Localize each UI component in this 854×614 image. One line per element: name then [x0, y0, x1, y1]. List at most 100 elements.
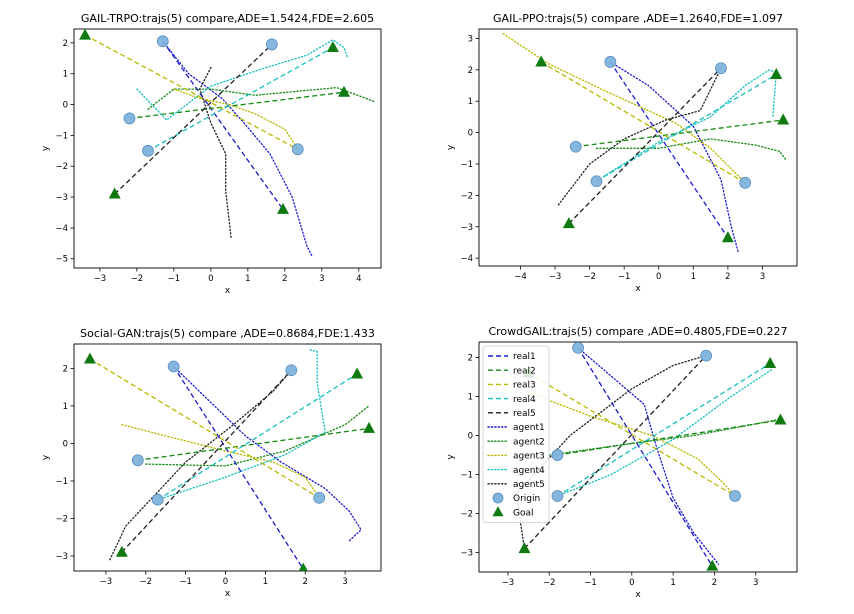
goal-marker	[338, 85, 351, 97]
x-tick-label: 3	[342, 577, 347, 587]
real3-line	[84, 34, 299, 150]
origin-marker	[572, 342, 585, 354]
legend-label: real4	[513, 395, 536, 405]
agent4-line	[556, 368, 773, 497]
origin-marker	[551, 449, 564, 461]
goal-marker	[298, 562, 308, 571]
real2-line	[557, 419, 781, 456]
legend-box	[482, 345, 550, 523]
real2-line	[575, 119, 784, 148]
origin-marker	[265, 38, 278, 51]
x-tick-label: −3	[100, 577, 113, 587]
y-tick-label: −1	[55, 477, 68, 487]
x-tick-label: 0	[223, 577, 228, 587]
origin-marker	[551, 490, 564, 502]
legend: real1 real2 real3 real4 real5 agent1 agent2 age…	[482, 345, 550, 523]
legend-label: real3	[513, 381, 536, 391]
x-tick-label: 3	[319, 274, 324, 284]
origin-marker	[167, 360, 180, 373]
x-axis-label: x	[635, 590, 641, 600]
agent1-line	[609, 61, 739, 253]
real1-line	[173, 366, 304, 570]
y-tick-label: 1	[468, 393, 473, 403]
y-tick-label: −2	[460, 510, 473, 520]
origin-marker	[285, 364, 298, 377]
y-tick-label: 2	[468, 354, 473, 364]
axes-frame	[478, 28, 798, 267]
y-axis-label: y	[446, 454, 456, 460]
y-tick-label: −3	[460, 549, 473, 559]
agent2-line	[595, 138, 788, 162]
real5-line	[114, 43, 273, 195]
y-tick-label: 1	[63, 70, 68, 80]
agent3-line	[121, 424, 320, 499]
y-axis-label: y	[41, 145, 51, 151]
x-tick-label: 1	[263, 577, 268, 587]
y-tick-label: −1	[55, 131, 68, 141]
x-axis-label: x	[635, 284, 641, 294]
agent1-line	[162, 40, 314, 258]
x-tick-label: −1	[618, 272, 631, 282]
chart-title: CrowdGAIL:trajs(5) compare ,ADE=0.4805,F…	[488, 325, 787, 338]
origin-marker	[142, 144, 154, 157]
x-tick-label: −2	[583, 272, 596, 282]
agent3-line	[173, 88, 299, 150]
y-tick-label: 2	[63, 39, 68, 49]
x-axis-label: x	[225, 589, 231, 599]
real1-line	[162, 40, 284, 210]
x-tick-label: 2	[282, 274, 287, 284]
legend-swatch	[492, 492, 504, 504]
y-tick-label: 1	[63, 402, 68, 412]
y-tick-label: −3	[55, 193, 68, 203]
real4-line	[157, 373, 358, 501]
x-tick-label: 2	[725, 272, 730, 282]
real4-line	[557, 362, 771, 497]
subplot-4: CrowdGAIL:trajs(5) compare ,ADE=0.4805,F…	[446, 325, 798, 600]
axes-frame	[73, 343, 382, 572]
y-tick-label: 2	[468, 66, 473, 76]
agent3-line	[527, 392, 736, 497]
x-tick-label: 4	[356, 274, 361, 284]
x-tick-label: −2	[543, 578, 556, 588]
x-tick-label: −1	[584, 578, 597, 588]
y-tick-label: −3	[460, 223, 473, 233]
y-axis-label: y	[41, 454, 51, 460]
goal-marker	[83, 352, 96, 364]
x-tick-label: 3	[760, 272, 765, 282]
x-tick-label: −2	[140, 577, 153, 587]
real5-line	[121, 369, 292, 553]
x-tick-label: 3	[753, 578, 758, 588]
legend-swatch	[492, 506, 504, 517]
x-tick-label: 1	[691, 272, 696, 282]
goal-marker	[108, 187, 121, 199]
goal-marker	[764, 356, 777, 368]
y-tick-label: 0	[468, 432, 473, 442]
real2-line	[137, 427, 370, 461]
agent2-line	[147, 86, 375, 110]
x-tick-label: 1	[670, 578, 675, 588]
agent5-line	[109, 369, 292, 561]
x-tick-label: −3	[502, 578, 515, 588]
chart-title: GAIL-TRPO:trajs(5) compare,ADE=1.5424,FD…	[81, 12, 374, 25]
agent4-line	[602, 69, 777, 178]
real1-line	[577, 347, 713, 567]
agent1-line	[577, 347, 720, 565]
x-tick-label: −2	[131, 274, 144, 284]
origin-marker	[604, 56, 617, 68]
origin-marker	[700, 349, 713, 362]
x-axis-label: x	[225, 286, 231, 296]
legend-label: real5	[513, 409, 536, 419]
agent1-line	[173, 365, 362, 542]
y-tick-label: 2	[63, 364, 68, 374]
goal-marker	[770, 68, 783, 80]
y-tick-label: −4	[460, 254, 473, 264]
origin-marker	[156, 35, 169, 48]
origin-marker	[729, 490, 741, 502]
real5-line	[523, 355, 707, 550]
real4-line	[596, 73, 777, 182]
real1-line	[609, 61, 729, 239]
legend-label: real1	[513, 352, 536, 362]
legend-label: agent5	[513, 480, 545, 490]
subplot-3: Social-GAN:trajs(5) compare ,ADE=0.8684,…	[41, 327, 382, 599]
